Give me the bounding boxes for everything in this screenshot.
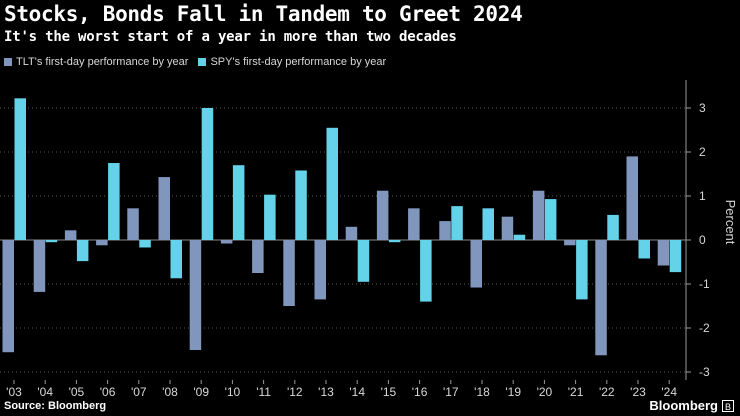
bar-spy xyxy=(170,240,182,279)
x-tick-label: '19 xyxy=(505,385,521,399)
y-tick-label: 2 xyxy=(699,145,706,159)
bar-tlt xyxy=(127,208,139,240)
legend-swatch-spy xyxy=(198,58,207,66)
bar-tlt xyxy=(408,208,420,240)
x-tick-label: '20 xyxy=(537,385,553,399)
bar-spy xyxy=(638,240,650,259)
bar-spy xyxy=(264,194,276,240)
x-tick-label: '21 xyxy=(568,385,584,399)
bar-spy xyxy=(482,208,494,240)
x-tick-label: '10 xyxy=(225,385,241,399)
bar-spy xyxy=(513,234,526,240)
bar-spy xyxy=(451,206,463,240)
bar-tlt xyxy=(595,240,607,356)
y-axis-label: Percent xyxy=(723,200,738,245)
x-tick-label: '04 xyxy=(37,385,53,399)
bar-tlt xyxy=(501,216,514,240)
bar-tlt xyxy=(314,240,326,300)
x-tick-label: '06 xyxy=(100,385,116,399)
y-tick-label: 0 xyxy=(699,233,706,247)
bar-tlt xyxy=(252,240,264,273)
x-tick-label: '13 xyxy=(318,385,334,399)
x-tick-label: '14 xyxy=(349,385,365,399)
x-tick-label: '17 xyxy=(443,385,459,399)
y-tick-label: 1 xyxy=(699,189,706,203)
bar-spy xyxy=(108,163,120,240)
bar-tlt xyxy=(626,156,638,240)
y-tick-label: -2 xyxy=(699,321,710,335)
bar-spy xyxy=(326,127,338,240)
x-tick-label: '18 xyxy=(474,385,490,399)
bar-tlt xyxy=(439,221,451,240)
bar-spy xyxy=(14,98,26,240)
bar-spy xyxy=(139,240,151,248)
bar-tlt xyxy=(376,190,389,240)
bar-spy xyxy=(295,170,307,240)
x-tick-label: '08 xyxy=(162,385,178,399)
x-tick-label: '11 xyxy=(256,385,271,399)
x-tick-label: '22 xyxy=(599,385,615,399)
bar-spy xyxy=(420,240,432,302)
legend-swatch-tlt xyxy=(4,58,12,66)
bar-tlt xyxy=(33,240,46,292)
bar-spy xyxy=(357,240,370,282)
bar-spy xyxy=(388,240,401,243)
y-tick-label: 3 xyxy=(699,101,706,115)
bar-tlt xyxy=(657,240,670,266)
bar-tlt xyxy=(2,240,14,353)
bar-tlt xyxy=(96,240,108,246)
bar-tlt xyxy=(158,177,170,240)
legend-label-spy: SPY's first-day performance by year xyxy=(210,56,387,68)
brand-name: Bloomberg xyxy=(649,398,718,413)
bar-tlt xyxy=(220,240,233,244)
x-tick-label: '07 xyxy=(131,385,147,399)
bar-spy xyxy=(232,165,245,240)
chart-title: Stocks, Bonds Fall in Tandem to Greet 20… xyxy=(4,2,523,26)
bar-spy xyxy=(607,214,619,240)
x-tick-label: '16 xyxy=(412,385,428,399)
bar-spy xyxy=(201,108,214,240)
bar-tlt xyxy=(64,230,77,240)
bar-spy xyxy=(544,199,557,240)
x-tick-label: '15 xyxy=(381,385,397,399)
bar-spy xyxy=(45,240,58,243)
legend-item-spy: SPY's first-day performance by year xyxy=(198,56,386,68)
x-tick-label: '05 xyxy=(69,385,85,399)
x-tick-label: '23 xyxy=(630,385,646,399)
x-tick-label: '09 xyxy=(193,385,209,399)
bar-spy xyxy=(76,240,89,262)
x-tick-label: '12 xyxy=(287,385,303,399)
chart-legend: TLT's first-day performance by year SPY'… xyxy=(4,56,386,68)
legend-item-tlt: TLT's first-day performance by year xyxy=(4,56,188,68)
bar-tlt xyxy=(283,240,295,306)
bloomberg-logo-icon: B xyxy=(722,400,734,412)
y-tick-label: -3 xyxy=(699,365,710,379)
legend-label-tlt: TLT's first-day performance by year xyxy=(16,56,189,68)
x-tick-label: '24 xyxy=(661,385,677,399)
bar-tlt xyxy=(532,190,545,240)
bar-tlt xyxy=(189,240,202,350)
bar-tlt xyxy=(345,226,358,240)
chart-subtitle: It's the worst start of a year in more t… xyxy=(4,29,457,45)
y-tick-label: -1 xyxy=(699,277,710,291)
bar-tlt xyxy=(564,240,576,246)
bar-tlt xyxy=(470,240,482,288)
source-note: Source: Bloomberg xyxy=(4,400,107,412)
x-tick-label: '03 xyxy=(6,385,22,399)
bar-spy xyxy=(669,240,682,273)
bar-spy xyxy=(576,240,588,300)
